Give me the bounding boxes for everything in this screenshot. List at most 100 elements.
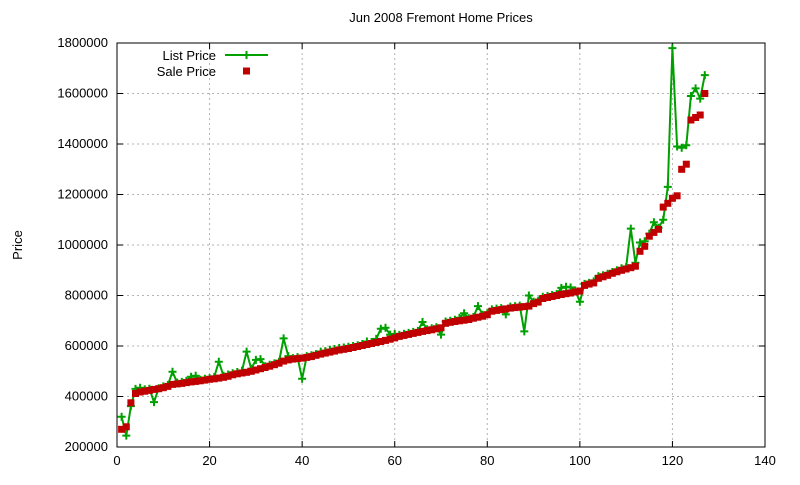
- sale-price-square: [655, 225, 662, 233]
- sale-price-square: [405, 330, 413, 338]
- sale-price-square: [284, 356, 292, 364]
- sale-price-square: [567, 289, 575, 297]
- sale-price-square: [650, 228, 658, 236]
- sale-price-square: [363, 341, 371, 348]
- sale-price-square: [257, 365, 264, 373]
- sale-price-square: [678, 165, 686, 173]
- chart-title: Jun 2008 Fremont Home Prices: [349, 10, 533, 25]
- sale-price-square: [696, 111, 704, 119]
- y-tick-label: 200000: [65, 439, 108, 454]
- sale-price-series: [118, 90, 709, 433]
- sale-price-square: [659, 203, 667, 211]
- sale-price-square: [169, 380, 176, 388]
- sale-price-square: [210, 375, 218, 383]
- sale-price-square: [331, 347, 338, 355]
- sale-price-square: [317, 350, 325, 358]
- sale-price-square: [539, 295, 547, 302]
- legend-sample-list-price: [225, 51, 268, 59]
- sale-price-square: [159, 384, 167, 392]
- sale-price-square: [631, 262, 639, 270]
- sale-price-square: [391, 334, 399, 342]
- y-tick-label: 1000000: [57, 237, 108, 252]
- y-tick-label: 1200000: [57, 187, 108, 202]
- sale-price-square: [604, 271, 612, 279]
- y-tick-label: 800000: [65, 288, 108, 303]
- axes: [116, 42, 766, 448]
- sale-price-square: [525, 302, 533, 310]
- sale-price-square: [493, 306, 500, 314]
- sale-price-square: [307, 353, 315, 361]
- sale-price-square: [136, 388, 144, 396]
- grid: [117, 43, 765, 447]
- sale-price-square: [479, 312, 487, 320]
- sale-price-square: [594, 274, 602, 282]
- sale-price-square: [645, 232, 653, 240]
- sale-price-square: [451, 318, 459, 325]
- sale-price-square: [446, 318, 454, 326]
- sale-price-square: [682, 160, 690, 168]
- sale-price-square: [141, 387, 149, 395]
- sale-price-square: [474, 313, 482, 321]
- x-tick-label: 120: [662, 453, 684, 468]
- sale-price-square: [173, 380, 181, 388]
- sale-price-square: [673, 192, 681, 200]
- sale-price-square: [571, 288, 579, 296]
- sale-price-square: [312, 351, 320, 359]
- sale-price-square: [238, 369, 246, 377]
- sale-price-square: [358, 342, 366, 349]
- sale-price-square: [294, 355, 301, 363]
- sale-price-square: [664, 199, 672, 207]
- sale-price-square: [488, 307, 496, 315]
- x-axis-tick-labels: 0 20 40 60 80 100 120 140: [113, 453, 775, 468]
- sale-price-square: [261, 364, 269, 371]
- sale-price-square: [687, 116, 695, 124]
- sale-price-square: [368, 340, 376, 347]
- sale-price-square: [516, 303, 524, 311]
- sale-price-square: [233, 370, 241, 378]
- x-tick-label: 0: [113, 453, 120, 468]
- sale-price-square: [229, 371, 237, 379]
- sale-price-square: [187, 378, 195, 386]
- sale-price-square: [266, 362, 274, 370]
- sale-price-square: [386, 335, 394, 343]
- sale-price-square: [534, 298, 542, 306]
- sale-price-square: [122, 423, 130, 431]
- sale-price-square: [502, 305, 510, 313]
- sale-price-square: [298, 354, 306, 362]
- y-axis-tick-labels: 200000 400000 600000 800000 1000000 1200000 14…: [57, 35, 108, 454]
- sale-price-square: [215, 374, 223, 382]
- sale-price-square: [118, 425, 126, 433]
- sale-price-square: [465, 316, 473, 323]
- sale-price-square: [270, 361, 278, 369]
- sale-price-square: [377, 338, 385, 345]
- sale-price-square: [164, 382, 172, 390]
- sale-price-square: [280, 357, 288, 365]
- sale-price-square: [414, 328, 422, 336]
- sale-price-square: [618, 266, 625, 274]
- sale-price-square: [349, 344, 357, 351]
- sale-price-square: [544, 294, 551, 301]
- sale-price-square: [243, 368, 251, 376]
- sale-price-square: [155, 385, 163, 393]
- sale-price-square: [127, 399, 135, 407]
- x-tick-label: 80: [480, 453, 494, 468]
- sale-price-square: [178, 379, 186, 387]
- sale-price-square: [303, 353, 311, 361]
- sale-price-square: [150, 385, 158, 393]
- sale-price-square: [497, 306, 505, 314]
- sale-price-square: [622, 265, 630, 273]
- sale-price-square: [627, 264, 635, 272]
- legend-label-list-price: List Price: [163, 48, 216, 63]
- sale-price-square: [483, 311, 491, 319]
- sale-price-square: [608, 269, 616, 277]
- sale-price-square: [275, 359, 283, 367]
- legend-sample-sale-price: [243, 67, 250, 75]
- sale-price-square: [247, 367, 255, 375]
- y-tick-label: 400000: [65, 389, 108, 404]
- x-tick-label: 20: [202, 453, 216, 468]
- y-tick-label: 1400000: [57, 136, 108, 151]
- sale-price-square: [382, 336, 389, 344]
- sale-price-square: [206, 375, 214, 383]
- sale-price-square: [590, 279, 598, 287]
